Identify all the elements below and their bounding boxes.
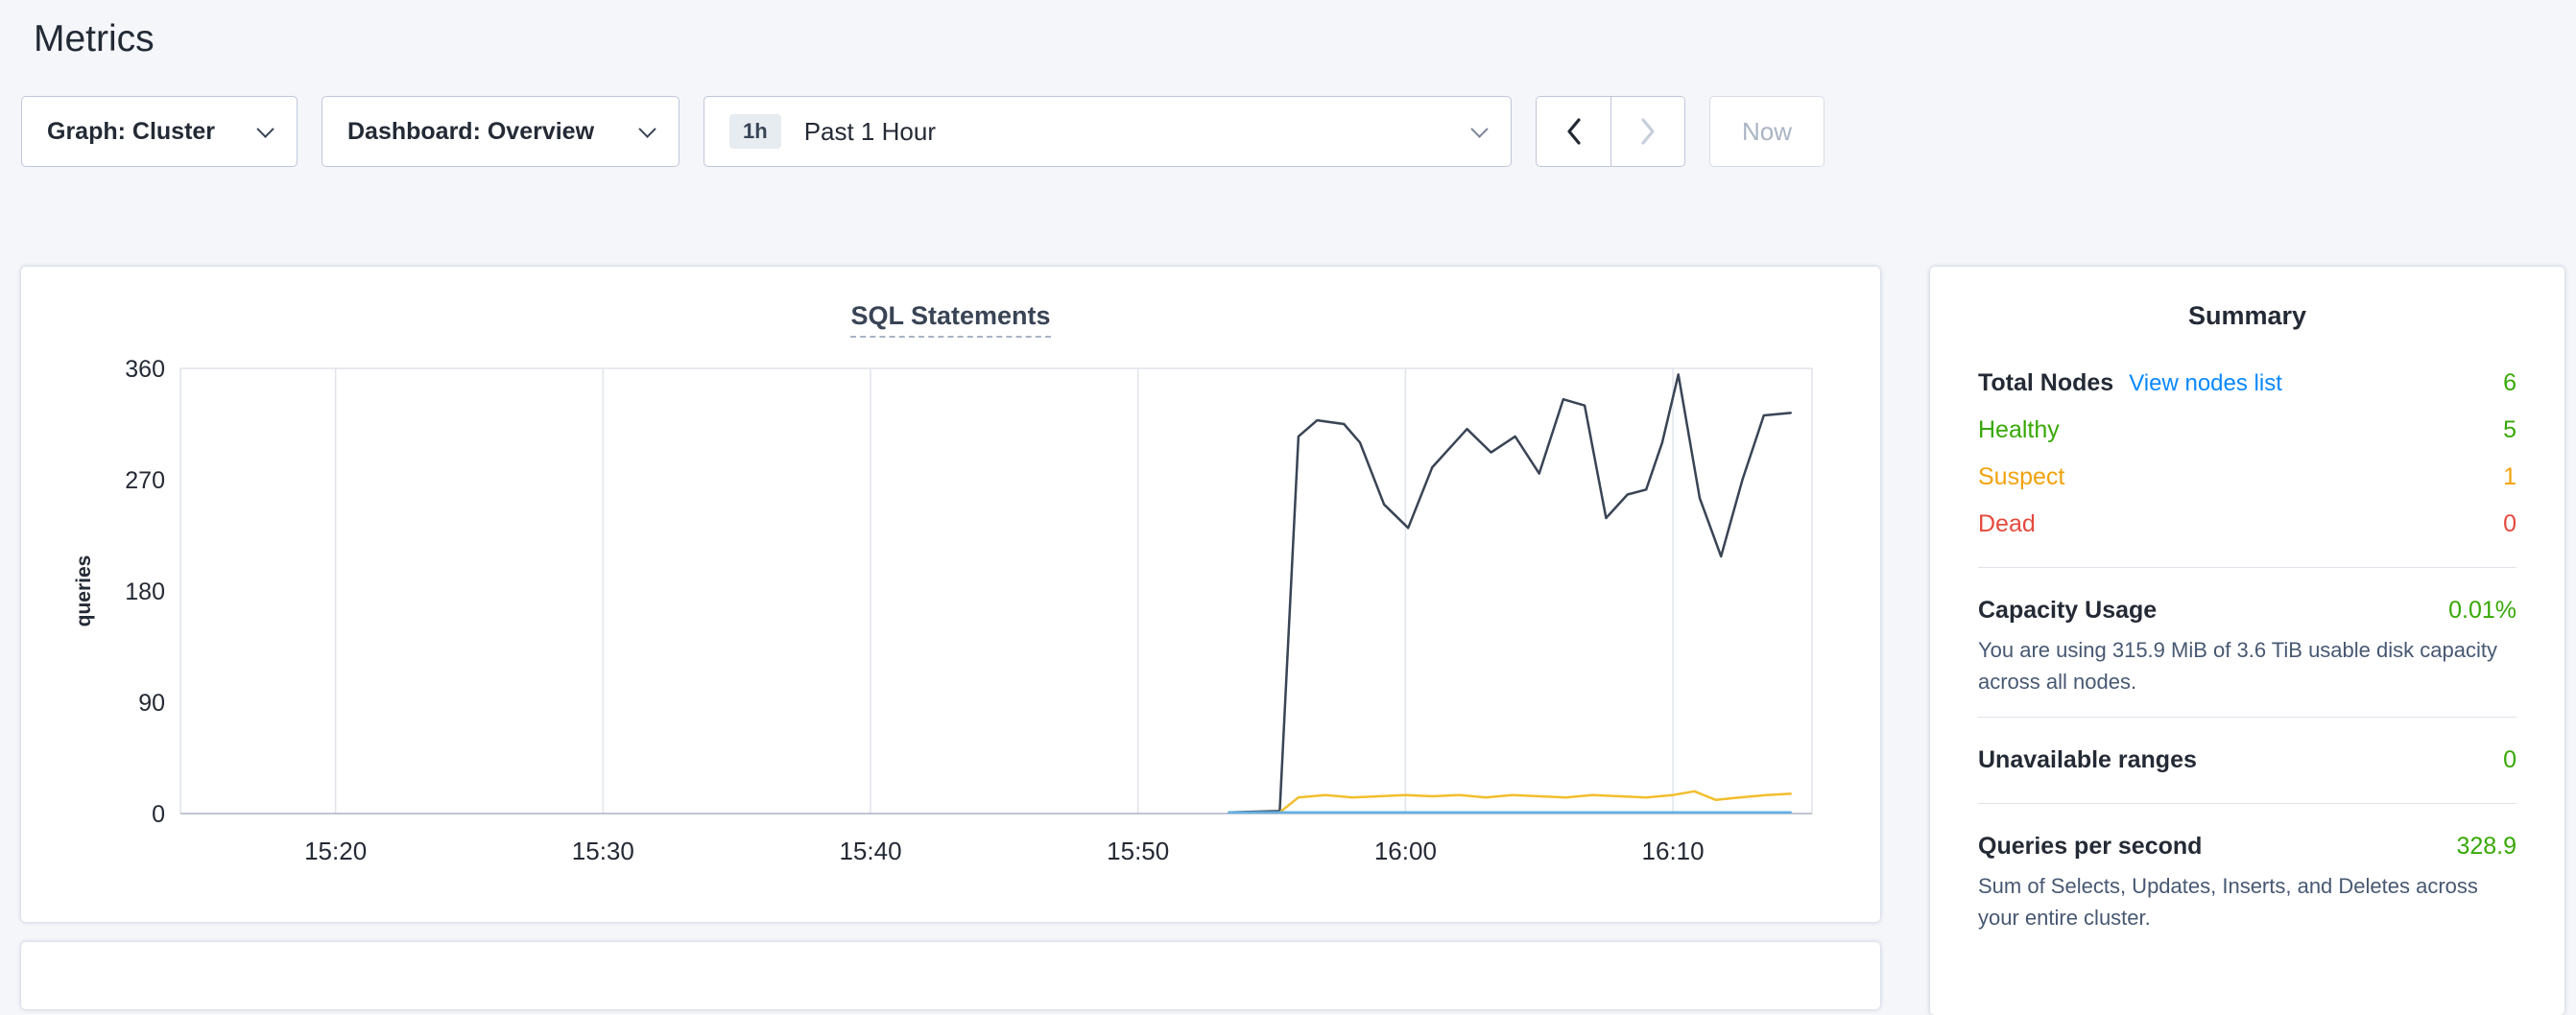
- svg-text:16:10: 16:10: [1642, 837, 1705, 865]
- divider: [1978, 717, 2516, 718]
- chevron-down-icon: [256, 119, 274, 138]
- divider: [1978, 803, 2516, 804]
- capacity-usage-label: Capacity Usage: [1978, 597, 2158, 624]
- svg-text:270: 270: [125, 467, 165, 494]
- unavailable-ranges-value: 0: [2503, 746, 2516, 773]
- toolbar: Graph: Cluster Dashboard: Overview 1h Pa…: [21, 96, 2555, 167]
- graph-dropdown-label: Graph: Cluster: [47, 117, 216, 145]
- chevron-right-icon: [1641, 118, 1655, 145]
- healthy-nodes-row: Healthy 5: [1978, 407, 2516, 454]
- chart-title[interactable]: SQL Statements: [850, 301, 1051, 338]
- chart-title-wrap: SQL Statements: [21, 301, 1880, 338]
- graph-dropdown[interactable]: Graph: Cluster: [21, 96, 298, 167]
- dead-value: 0: [2503, 510, 2516, 537]
- next-range-button[interactable]: [1610, 97, 1684, 166]
- queries-per-second-description: Sum of Selects, Updates, Inserts, and De…: [1978, 874, 2478, 930]
- next-chart-card: [21, 942, 1880, 1009]
- capacity-usage-row: Capacity Usage 0.01%: [1978, 587, 2516, 634]
- capacity-usage-description: You are using 315.9 MiB of 3.6 TiB usabl…: [1978, 638, 2497, 694]
- time-range-badge: 1h: [729, 114, 781, 149]
- view-nodes-list-link[interactable]: View nodes list: [2129, 370, 2282, 396]
- chevron-left-icon: [1566, 118, 1581, 145]
- time-range-dropdown[interactable]: 1h Past 1 Hour: [704, 96, 1512, 167]
- time-nav-group: [1536, 96, 1685, 167]
- queries-per-second-value: 328.9: [2456, 833, 2516, 860]
- divider: [1978, 567, 2516, 568]
- svg-text:15:20: 15:20: [304, 837, 367, 865]
- summary-title: Summary: [2187, 301, 2307, 330]
- healthy-label: Healthy: [1978, 416, 2060, 443]
- now-button[interactable]: Now: [1709, 96, 1825, 167]
- queries-per-second-row: Queries per second 328.9: [1978, 823, 2516, 870]
- series-updates: [1228, 790, 1792, 814]
- sql-statements-card: SQL Statements 15:20 15:30 15:40 15:50 16:00…: [21, 267, 1880, 922]
- svg-text:360: 360: [125, 356, 165, 383]
- dashboard-dropdown[interactable]: Dashboard: Overview: [322, 96, 680, 167]
- dashboard-dropdown-label: Dashboard: Overview: [347, 117, 595, 145]
- chevron-down-icon: [1470, 119, 1489, 138]
- page-title: Metrics: [34, 18, 155, 59]
- suspect-value: 1: [2503, 463, 2516, 490]
- svg-text:0: 0: [152, 801, 165, 828]
- queries-per-second-label: Queries per second: [1978, 833, 2203, 860]
- summary-panel: Summary Total Nodes View nodes list 6 He…: [1930, 267, 2564, 1015]
- total-nodes-value: 6: [2503, 369, 2516, 396]
- svg-text:15:40: 15:40: [839, 837, 901, 865]
- healthy-value: 5: [2503, 416, 2516, 443]
- svg-text:180: 180: [125, 578, 165, 605]
- unavailable-ranges-label: Unavailable ranges: [1978, 746, 2197, 773]
- capacity-usage-value: 0.01%: [2448, 597, 2516, 624]
- chevron-down-icon: [638, 119, 656, 138]
- unavailable-ranges-row: Unavailable ranges 0: [1978, 737, 2516, 784]
- time-range-label: Past 1 Hour: [803, 116, 936, 146]
- dead-nodes-row: Dead 0: [1978, 501, 2516, 548]
- series-selects: [1228, 373, 1792, 814]
- total-nodes-row: Total Nodes View nodes list 6: [1978, 360, 2516, 407]
- svg-text:16:00: 16:00: [1374, 837, 1437, 865]
- prev-range-button[interactable]: [1537, 97, 1610, 166]
- total-nodes-label: Total Nodes: [1978, 369, 2114, 396]
- suspect-nodes-row: Suspect 1: [1978, 454, 2516, 501]
- sql-statements-chart[interactable]: 15:20 15:30 15:40 15:50 16:00 16:10 0 90 180 270 3…: [21, 267, 1880, 922]
- main-content: SQL Statements 15:20 15:30 15:40 15:50 16:00…: [21, 267, 2564, 1015]
- svg-text:15:50: 15:50: [1107, 837, 1169, 865]
- svg-text:queries: queries: [73, 555, 95, 627]
- svg-text:90: 90: [138, 690, 165, 717]
- svg-text:15:30: 15:30: [572, 837, 634, 865]
- dead-label: Dead: [1978, 510, 2036, 537]
- suspect-label: Suspect: [1978, 463, 2065, 490]
- charts-column: SQL Statements 15:20 15:30 15:40 15:50 16:00…: [21, 267, 1880, 1009]
